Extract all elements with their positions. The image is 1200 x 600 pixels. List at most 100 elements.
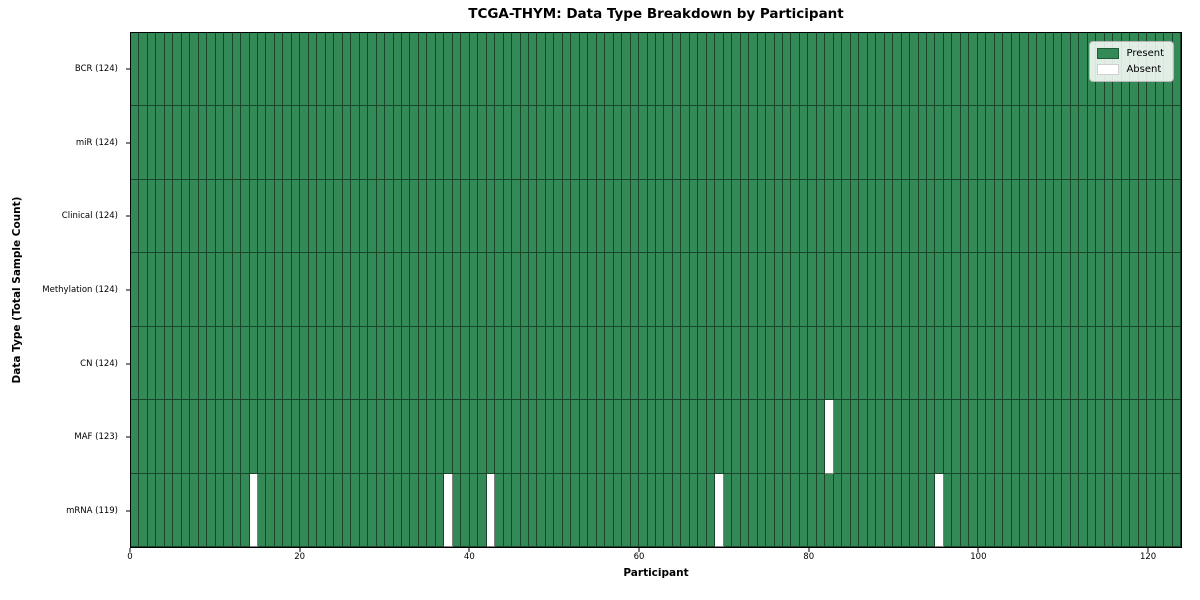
heatmap-cell [469, 400, 479, 474]
heatmap-cell [1113, 473, 1122, 547]
heatmap-cell [1037, 179, 1046, 254]
heatmap-cell [639, 473, 648, 547]
heatmap-cell [825, 400, 834, 474]
heatmap-cell [1070, 253, 1080, 327]
heatmap-cell [622, 253, 631, 327]
heatmap-cell [571, 33, 580, 107]
heatmap-cell [308, 33, 318, 107]
heatmap-cell [842, 33, 851, 107]
heatmap-cell [1096, 473, 1105, 547]
heatmap-cell [1053, 179, 1063, 254]
heatmap-cell [164, 33, 174, 107]
heatmap-cell [1062, 179, 1071, 254]
heatmap-cell [808, 179, 817, 254]
heatmap-cell [723, 179, 733, 254]
heatmap-cell [960, 253, 970, 327]
heatmap-cell [359, 179, 369, 254]
heatmap-cell [215, 473, 225, 547]
heatmap-cell [579, 179, 589, 254]
heatmap-cell [910, 106, 919, 180]
heatmap-cell [799, 179, 809, 254]
heatmap-cell [1045, 326, 1054, 401]
heatmap-cell [588, 253, 597, 327]
heatmap-cell [1087, 106, 1097, 180]
heatmap-cell [190, 33, 199, 107]
heatmap-cell [1155, 400, 1165, 474]
heatmap-cell [630, 400, 640, 474]
heatmap-cell [258, 473, 267, 547]
heatmap-cell [706, 33, 716, 107]
heatmap-cell [749, 400, 758, 474]
heatmap-cell [833, 473, 843, 547]
heatmap-cell [1037, 473, 1046, 547]
heatmap-cell [681, 326, 690, 401]
heatmap-cell [562, 106, 572, 180]
heatmap-cell [952, 33, 961, 107]
heatmap-cell [1028, 400, 1038, 474]
heatmap-cell [131, 253, 140, 327]
heatmap-cell [1172, 179, 1181, 254]
heatmap-cell [249, 400, 259, 474]
heatmap-cell [994, 253, 1004, 327]
heatmap-cell [579, 33, 589, 107]
heatmap-cell [740, 253, 750, 327]
heatmap-cell [639, 33, 648, 107]
heatmap-cell [1079, 253, 1088, 327]
heatmap-cell [935, 106, 944, 180]
heatmap-cell [520, 473, 529, 547]
heatmap-cell [732, 473, 741, 547]
heatmap-cell [181, 179, 191, 254]
heatmap-cell [740, 179, 750, 254]
heatmap-cell [715, 473, 724, 547]
heatmap-cell [994, 473, 1004, 547]
heatmap-cell [893, 33, 902, 107]
heatmap-cell [952, 253, 961, 327]
heatmap-cell [1104, 326, 1114, 401]
heatmap-cell [495, 253, 504, 327]
heatmap-cell [224, 33, 233, 107]
heatmap-cell [1003, 33, 1012, 107]
heatmap-cell [596, 326, 606, 401]
heatmap-cell [579, 473, 589, 547]
heatmap-cell [1079, 33, 1088, 107]
heatmap-cell [1020, 179, 1029, 254]
heatmap-cell [1037, 400, 1046, 474]
heatmap-cell [173, 253, 182, 327]
heatmap-cell [943, 179, 953, 254]
heatmap-cell [435, 326, 445, 401]
heatmap-cell [749, 179, 758, 254]
heatmap-cell [943, 400, 953, 474]
heatmap-cell [385, 33, 394, 107]
heatmap-cell [385, 473, 394, 547]
heatmap-cell [605, 179, 614, 254]
heatmap-cell [368, 253, 377, 327]
heatmap-cell [291, 473, 301, 547]
heatmap-cell [427, 400, 436, 474]
heatmap-cell [571, 179, 580, 254]
heatmap-cell [173, 400, 182, 474]
heatmap-cell [495, 106, 504, 180]
heatmap-cell [1121, 473, 1131, 547]
y-tick-mark [126, 215, 130, 217]
heatmap-cell [884, 473, 894, 547]
heatmap-cell [173, 106, 182, 180]
heatmap-cell [1003, 400, 1012, 474]
heatmap-cell [706, 253, 716, 327]
heatmap-cell [147, 326, 157, 401]
heatmap-cell [706, 473, 716, 547]
heatmap-cell [401, 326, 411, 401]
heatmap-cell [910, 473, 919, 547]
heatmap-cell [562, 326, 572, 401]
heatmap-cell [876, 33, 885, 107]
heatmap-cell [1121, 106, 1131, 180]
heatmap-cell [605, 253, 614, 327]
heatmap-cell [893, 400, 902, 474]
heatmap-cell [647, 179, 656, 254]
heatmap-cell [478, 253, 487, 327]
heatmap-cell [749, 106, 758, 180]
heatmap-cell [147, 400, 157, 474]
heatmap-cell [969, 106, 978, 180]
heatmap-cell [672, 106, 682, 180]
heatmap-cell [1079, 106, 1088, 180]
heatmap-cell [334, 400, 343, 474]
